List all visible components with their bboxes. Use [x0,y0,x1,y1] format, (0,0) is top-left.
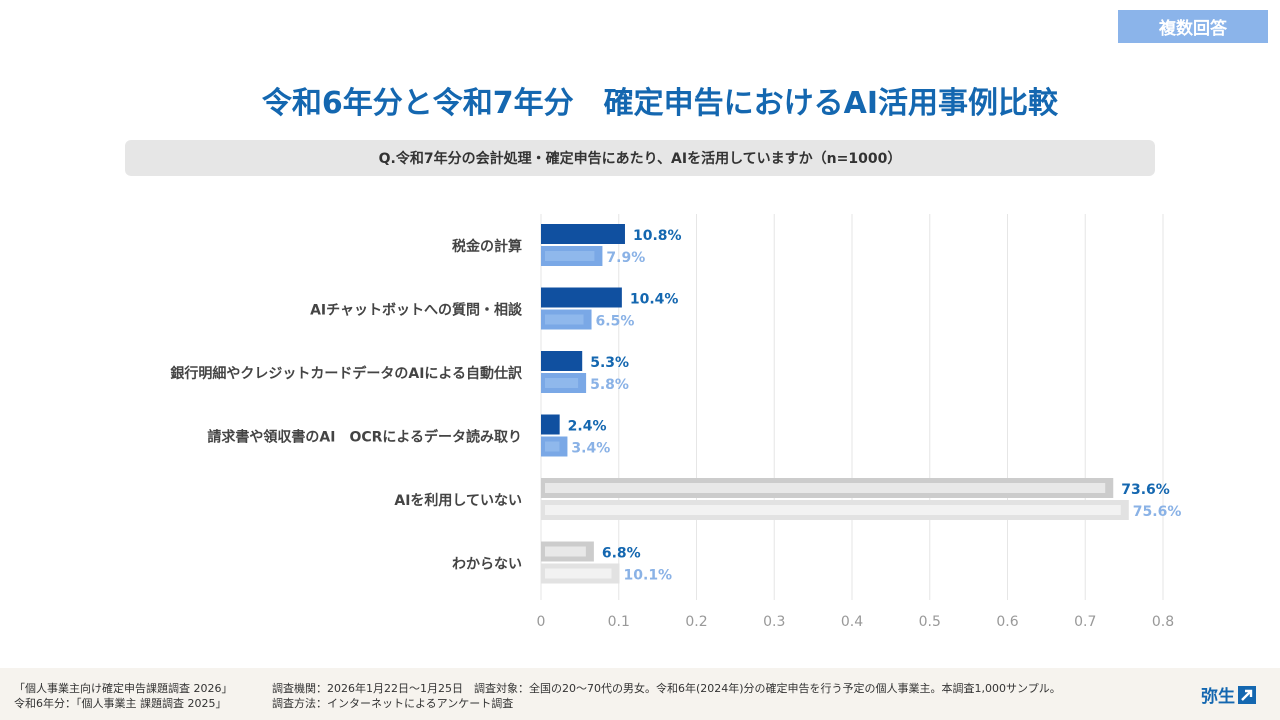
x-tick-label: 0.7 [1074,614,1096,630]
value-label-2026: 10.8% [633,228,682,244]
footer: 「個人事業主向け確定申告課題調査 2026」 令和6年分：「個人事業主 課題調査… [0,668,1280,720]
bar-chart: 0 0.1 0.2 0.3 0.4 0.5 0.6 0.7 0.8 税金の計算 10.8% 7.9% A… [170,214,1182,630]
x-tick-label: 0.3 [763,614,785,630]
multiple-answer-badge: 複数回答 [1118,10,1268,43]
value-label-2025: 3.4% [571,441,610,457]
category-label: 請求書や領収書のAI OCRによるデータ読み取り [207,429,522,446]
bar-inner-highlight [545,483,1106,493]
value-label-2025: 10.1% [624,568,673,584]
category-label: わからない [452,557,522,573]
value-label-2026: 6.8% [602,546,641,562]
bar-inner-highlight [545,546,586,557]
value-label-2026: 10.4% [630,292,679,308]
bar-inner-highlight [545,314,584,325]
bar-2026 [541,224,625,244]
bar-2026 [541,351,583,371]
question-banner: Q.令和7年分の会計処理・確定申告にあたり、AIを活用していますか（n=1000… [125,140,1155,176]
footer-survey-info: 調査機関：2026年1月22日〜1月25日 調査対象：全国の20〜70代の男女。… [272,681,1061,711]
footer-sources: 「個人事業主向け確定申告課題調査 2026」 令和6年分：「個人事業主 課題調査… [14,681,233,711]
logo-text: 弥生 [1201,687,1235,707]
bar-inner-highlight [545,251,595,261]
question-text: Q.令和7年分の会計処理・確定申告にあたり、AIを活用していますか（n=1000… [378,151,902,167]
survey-period-target: 調査機関：2026年1月22日〜1月25日 調査対象：全国の20〜70代の男女。… [272,682,1061,695]
source-2025: 令和6年分：「個人事業主 課題調査 2025」 [14,697,227,710]
value-label-2025: 7.9% [606,250,645,266]
bar-inner-highlight [545,441,560,452]
x-tick-label: 0 [537,614,546,630]
x-tick-label: 0.6 [996,614,1018,630]
x-tick-label: 0.4 [841,614,863,630]
bar-inner-highlight [545,568,612,579]
value-label-2026: 5.3% [590,355,629,371]
yayoi-logo: 弥生 [1201,682,1256,707]
value-label-2025: 6.5% [596,314,635,330]
bar-2026 [541,414,560,435]
x-tick-label: 0.5 [919,614,941,630]
chart-title: 令和6年分と令和7年分 確定申告におけるAI活用事例比較 [261,86,1059,121]
bar-inner-highlight [545,378,579,388]
x-tick-label: 0.2 [685,614,707,630]
category-label: AIチャットボットへの質問・相談 [310,302,523,319]
category-label: AIを利用していない [394,492,522,509]
value-label-2025: 5.8% [590,377,629,393]
source-2026: 「個人事業主向け確定申告課題調査 2026」 [14,682,233,695]
category-label: 税金の計算 [452,238,522,255]
value-label-2026: 73.6% [1121,482,1170,498]
value-label-2026: 2.4% [568,419,607,435]
value-label-2025: 75.6% [1133,504,1182,520]
category-label: 銀行明細やクレジットカードデータのAIによる自動仕訳 [170,365,523,382]
x-tick-label: 0.8 [1152,614,1174,630]
bar-inner-highlight [545,505,1121,515]
x-tick-label: 0.1 [608,614,630,630]
bar-2026 [541,287,622,308]
logo-arrow-icon [1238,685,1256,704]
survey-method: 調査方法：インターネットによるアンケート調査 [272,697,514,710]
